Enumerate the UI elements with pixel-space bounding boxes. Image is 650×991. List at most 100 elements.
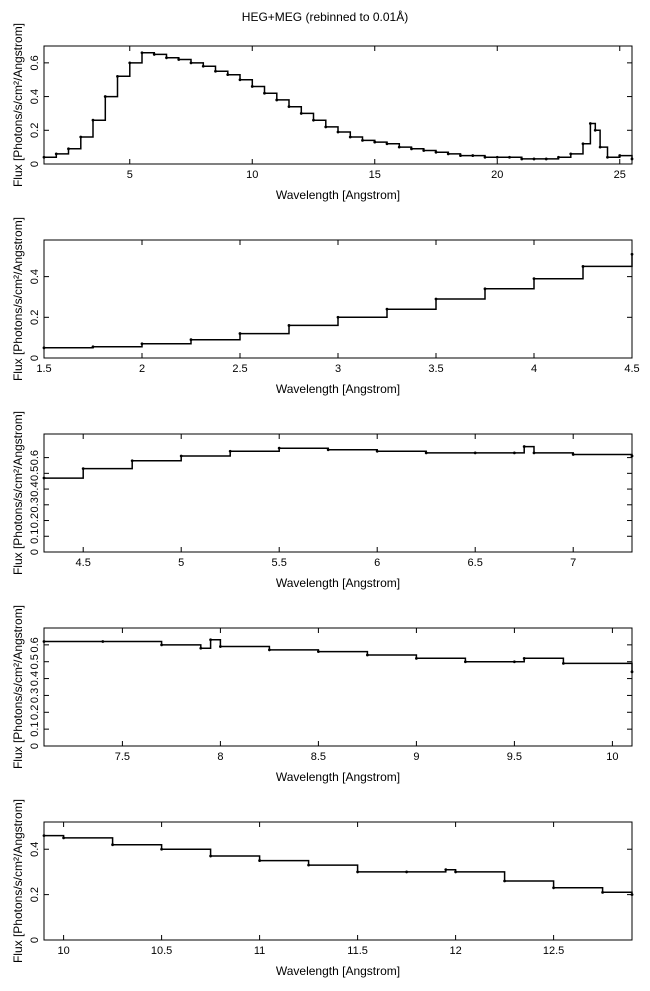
chart-5-data-point [258,859,261,862]
chart-1-data-point [177,58,181,61]
chart-1-frame [43,45,633,165]
chart-5-x-tick-label: 10.5 [151,945,172,957]
chart-5-y-tick-label: 0 [29,937,41,943]
chart-1-data-point [226,73,230,77]
chart-5-data-point [307,863,310,867]
chart-5-data-point [552,886,555,890]
chart-5-data-point [62,836,65,840]
chart-2-data-point [189,338,193,342]
chart-1-data-point [299,112,303,115]
chart-1-data-point [520,157,524,161]
chart-1-data-point [201,64,205,68]
chart-4-data-point [219,645,222,648]
chart-3-data-point [532,451,536,455]
chart-1-x-tick-label: 20 [491,169,503,181]
chart-3-x-tick-label: 6 [374,557,380,569]
chart-5-y-axis-label: Flux [Photons/s/cm²/Angstrom] [11,799,25,963]
chart-4-x-tick-label: 8 [217,751,223,763]
chart-4-y-tick-label: 0.3 [29,688,41,703]
chart-2-x-tick-label: 4 [531,363,537,375]
chart-3-data-point [179,454,183,458]
chart-1-data-point [618,154,622,157]
chart-4-series-line [44,639,633,672]
chart-1-data-point [422,149,426,152]
chart-4-x-axis-label: Wavelength [Angstrom] [276,770,400,784]
chart-1-data-point [471,154,475,157]
chart-3-x-axis-label: Wavelength [Angstrom] [276,576,400,590]
chart-1-data-point [397,145,401,149]
chart-3-y-tick-label: 0.5 [29,466,41,481]
chart-2-x-tick-label: 1.5 [36,363,51,375]
chart-4-data-point [317,650,320,653]
chart-2-y-tick-label: 0.2 [29,310,41,325]
chart-2-data-point [434,297,438,301]
chart-1-data-point [544,157,548,161]
chart-1-x-tick-label: 15 [369,169,381,181]
chart-2-data-point [287,324,291,327]
chart-1-data-point [348,135,352,139]
chart-1-data-point [336,130,340,134]
chart-5-data-point [454,870,457,874]
chart-1-data-point [532,157,536,161]
chart-1-data-point [588,122,592,125]
chart-2-x-tick-label: 3 [335,363,341,375]
chart-1-data-point [263,91,266,95]
chart-5-data-point [42,834,46,838]
chart-1-x-tick-label: 25 [614,169,626,181]
chart-2-x-tick-label: 3.5 [428,363,443,375]
chart-4-x-tick-label: 9 [413,751,419,763]
chart-1-data-point [287,105,291,109]
chart-3-x-tick-label: 4.5 [76,557,91,569]
chart-3-data-point [424,451,428,455]
chart-1-data-point [606,155,609,159]
chart-4-data-point [522,656,526,660]
chart-2-y-axis-label: Flux [Photons/s/cm²/Angstrom] [11,217,25,381]
chart-5-x-tick-label: 12.5 [543,945,564,957]
chart-1-x-tick-label: 5 [127,169,133,181]
chart-5-x-tick-label: 11.5 [347,945,368,957]
chart-5-y-tick-label: 0.4 [29,842,41,857]
chart-1-data-point [569,152,573,156]
chart-1-data-point [103,95,107,98]
chart-4-x-tick-label: 7.5 [115,751,130,763]
chart-1-data-point [275,98,279,102]
chart-5-data-point [356,870,359,874]
chart-1-data-point [581,142,585,146]
chart-1-data-point [434,150,438,154]
chart-2-x-tick-label: 2 [139,363,145,375]
chart-1-data-point [630,157,634,161]
chart-1-data-point [446,152,450,156]
chart-3-data-point [522,445,526,448]
chart-1-x-tick-label: 10 [246,169,258,181]
chart-1-data-point [165,56,168,60]
chart-1-data-point [79,135,83,139]
chart-2-data-point [42,346,46,350]
chart-5-y-tick-label: 0.2 [29,887,41,902]
chart-1-series-line [44,51,633,160]
chart-4-data-point [630,670,634,674]
chart-4-x-tick-label: 8.5 [311,751,326,763]
chart-3-x-tick-label: 6.5 [468,557,483,569]
chart-3-y-tick-label: 0.4 [29,481,41,496]
chart-1-data-point [250,85,254,88]
chart-5-data-point [630,893,634,897]
chart-2-data-point [630,252,634,256]
chart-3-data-point [42,476,46,480]
chart-3-series-line [44,445,633,479]
chart-1-data-point [128,61,132,65]
chart-3-data-point [571,453,575,456]
chart-4-frame [43,627,633,747]
chart-3-data-point [630,454,634,458]
chart-1-data-point [214,69,217,73]
chart-3-y-tick-label: 0 [29,549,41,555]
chart-1-y-tick-label: 0.6 [29,55,41,70]
chart-5-data-point [111,843,114,847]
chart-1-data-point [459,154,462,157]
chart-1-data-point [116,74,119,78]
chart-3-data-point [473,451,477,455]
chart-4-data-point [160,643,164,647]
chart-4-y-tick-label: 0.5 [29,654,41,669]
chart-2-x-axis-label: Wavelength [Angstrom] [276,382,400,396]
chart-2-data-point [581,265,585,268]
